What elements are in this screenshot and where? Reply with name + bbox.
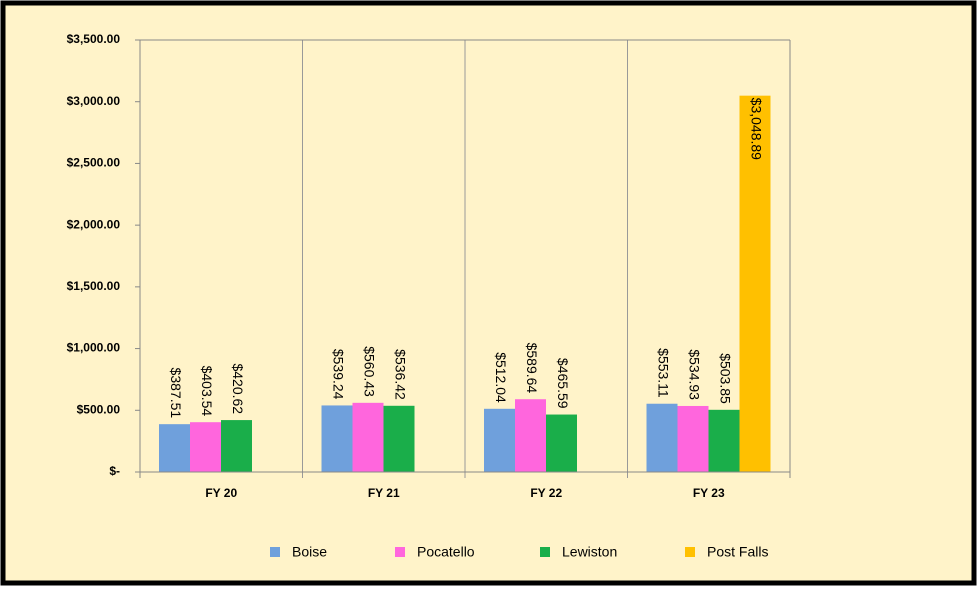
- legend-label: Lewiston: [562, 544, 617, 560]
- y-tick-label: $1,500.00: [67, 279, 121, 293]
- y-tick-label: $2,000.00: [67, 217, 121, 231]
- bar: [739, 95, 771, 472]
- data-label: $512.04: [493, 352, 509, 403]
- bar: [484, 408, 515, 472]
- bar: [352, 402, 384, 472]
- data-label: $553.11: [655, 348, 671, 398]
- data-label: $3,048.89: [748, 98, 764, 160]
- legend-swatch: [395, 547, 405, 557]
- bar: [646, 403, 678, 472]
- bar: [677, 405, 709, 472]
- data-label: $503.85: [717, 353, 733, 404]
- bar: [708, 409, 740, 472]
- data-label: $560.43: [361, 346, 377, 397]
- bar: [546, 414, 577, 472]
- y-tick-label: $500.00: [77, 402, 121, 416]
- legend-label: Boise: [292, 544, 327, 560]
- legend-label: Pocatello: [417, 544, 475, 560]
- x-tick-label: FY 22: [530, 486, 562, 500]
- bar: [159, 424, 190, 472]
- data-label: $465.59: [555, 358, 571, 409]
- legend-label: Post Falls: [707, 544, 768, 560]
- y-tick-label: $3,500.00: [67, 32, 121, 46]
- x-tick-label: FY 21: [368, 486, 400, 500]
- legend-swatch: [685, 547, 695, 557]
- bar: [190, 422, 221, 472]
- bar: [221, 420, 252, 472]
- y-tick-label: $-: [109, 464, 120, 478]
- data-label: $403.54: [199, 366, 215, 417]
- x-tick-label: FY 20: [205, 486, 237, 500]
- data-label: $420.62: [230, 363, 246, 414]
- bar: [321, 405, 353, 472]
- data-label: $387.51: [168, 368, 184, 419]
- y-tick-label: $3,000.00: [67, 94, 121, 108]
- data-label: $539.24: [330, 349, 346, 400]
- y-tick-label: $2,500.00: [67, 156, 121, 170]
- data-label: $589.64: [524, 343, 540, 394]
- bar: [515, 399, 546, 472]
- y-tick-label: $1,000.00: [67, 341, 121, 355]
- data-label: $534.93: [686, 349, 702, 400]
- legend-swatch: [540, 547, 550, 557]
- data-label: $536.42: [392, 349, 408, 400]
- x-tick-label: FY 23: [693, 486, 725, 500]
- legend-swatch: [270, 547, 280, 557]
- bar: [383, 405, 415, 472]
